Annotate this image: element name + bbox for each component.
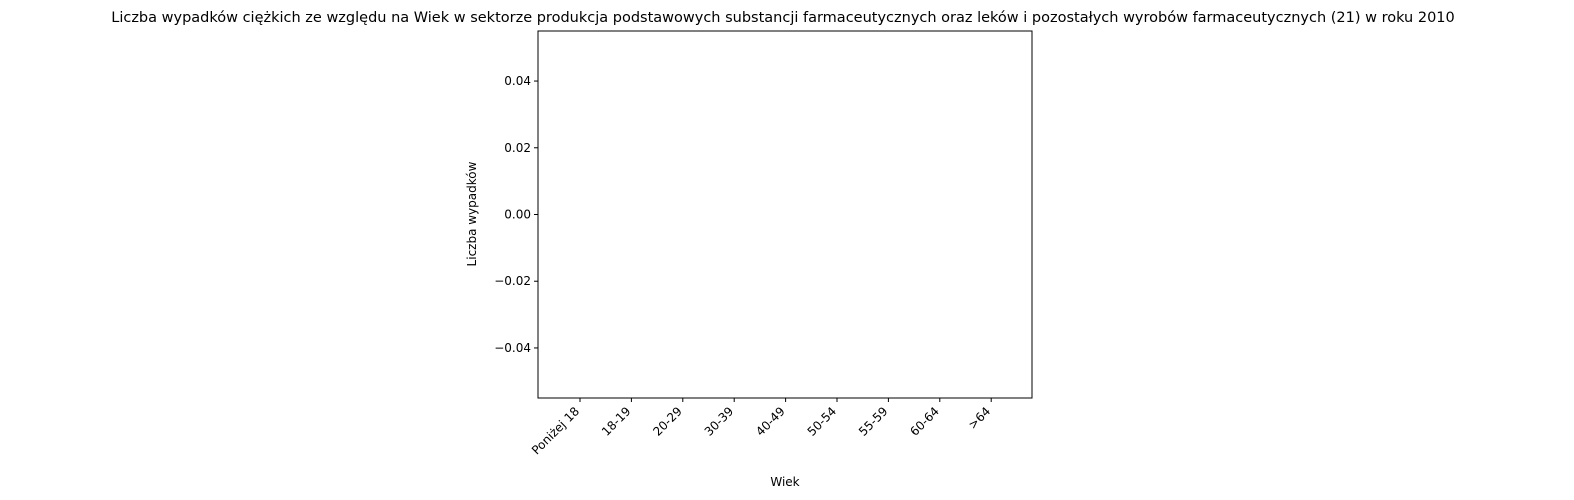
x-tick-label: 40-49 (753, 404, 788, 439)
y-axis-label: Liczba wypadków (465, 161, 479, 266)
x-tick-label: 20-29 (650, 404, 685, 439)
y-tick-label: −0.04 (494, 341, 531, 355)
y-axis: 0.04 0.02 0.00 −0.02 −0.04 (494, 74, 538, 355)
y-tick-label: 0.04 (504, 74, 531, 88)
x-axis: Poniżej 18 18-19 20-29 30-39 40-49 50-54 55-59… (529, 398, 993, 457)
plot-area (537, 30, 1033, 399)
x-tick-label: >64 (966, 404, 994, 432)
x-tick-label: 60-64 (907, 404, 942, 439)
x-tick-label: 18-19 (599, 404, 634, 439)
y-tick-label: 0.02 (504, 141, 531, 155)
x-tick-label: 30-39 (702, 404, 737, 439)
y-tick-label: −0.02 (494, 274, 531, 288)
x-axis-label: Wiek (770, 475, 799, 489)
x-tick-label: Poniżej 18 (529, 404, 582, 457)
x-tick-label: 55-59 (856, 404, 891, 439)
y-tick-label: 0.00 (504, 208, 531, 222)
chart-title: Liczba wypadków ciężkich ze względu na W… (111, 10, 1455, 26)
x-tick-label: 50-54 (805, 404, 840, 439)
axes-frame (537, 30, 1033, 399)
